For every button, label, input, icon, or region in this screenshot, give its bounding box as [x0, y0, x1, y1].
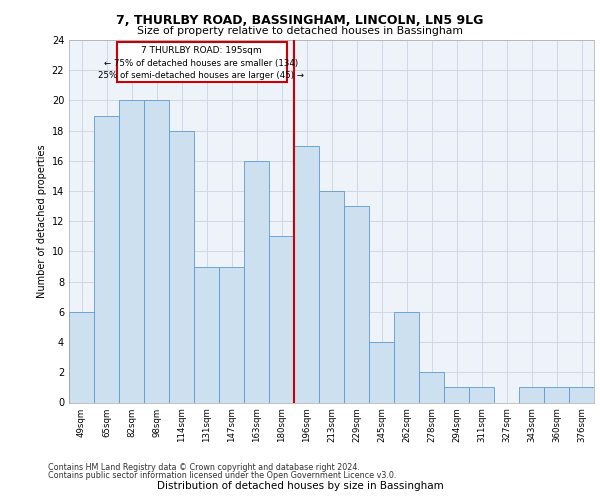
Bar — [394, 312, 419, 402]
Bar — [369, 342, 394, 402]
Bar — [169, 130, 194, 402]
Bar — [519, 388, 544, 402]
Bar — [244, 161, 269, 402]
Text: Contains HM Land Registry data © Crown copyright and database right 2024.: Contains HM Land Registry data © Crown c… — [48, 464, 360, 472]
FancyBboxPatch shape — [116, 42, 287, 82]
Bar — [544, 388, 569, 402]
Text: ← 75% of detached houses are smaller (134): ← 75% of detached houses are smaller (13… — [104, 59, 299, 68]
Text: 25% of semi-detached houses are larger (45) →: 25% of semi-detached houses are larger (… — [98, 71, 305, 80]
Text: 7, THURLBY ROAD, BASSINGHAM, LINCOLN, LN5 9LG: 7, THURLBY ROAD, BASSINGHAM, LINCOLN, LN… — [116, 14, 484, 27]
Bar — [419, 372, 444, 402]
Bar — [69, 312, 94, 402]
Bar — [194, 266, 219, 402]
Bar — [144, 100, 169, 403]
Text: Distribution of detached houses by size in Bassingham: Distribution of detached houses by size … — [157, 481, 443, 491]
Bar — [344, 206, 369, 402]
Bar — [469, 388, 494, 402]
Bar — [219, 266, 244, 402]
Bar — [319, 191, 344, 402]
Bar — [94, 116, 119, 403]
Bar — [294, 146, 319, 402]
Bar — [269, 236, 294, 402]
Y-axis label: Number of detached properties: Number of detached properties — [37, 144, 47, 298]
Bar — [444, 388, 469, 402]
Text: 7 THURLBY ROAD: 195sqm: 7 THURLBY ROAD: 195sqm — [141, 46, 262, 55]
Bar — [119, 100, 144, 403]
Text: Size of property relative to detached houses in Bassingham: Size of property relative to detached ho… — [137, 26, 463, 36]
Text: Contains public sector information licensed under the Open Government Licence v3: Contains public sector information licen… — [48, 471, 397, 480]
Bar — [569, 388, 594, 402]
